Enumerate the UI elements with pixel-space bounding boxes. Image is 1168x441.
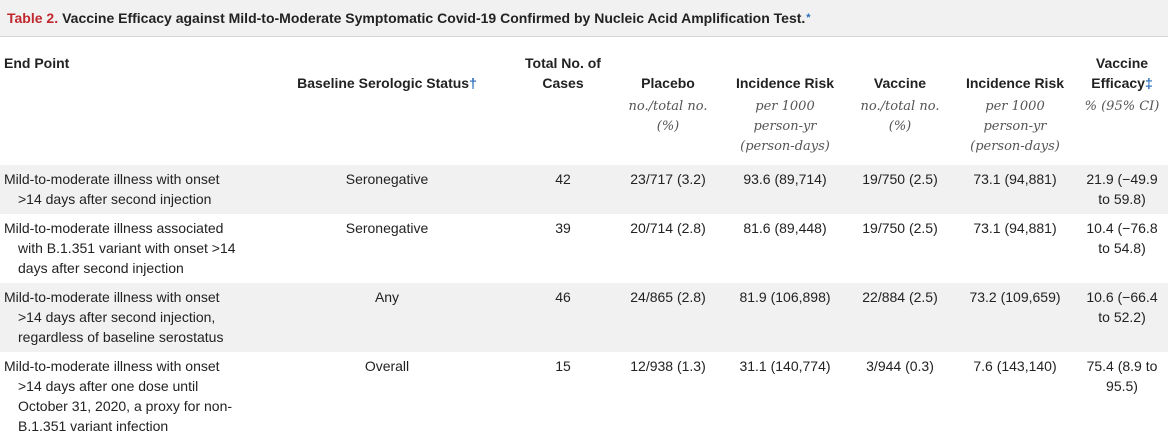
serostatus-cell: Any xyxy=(374,289,400,305)
subheader-incidence-placebo: per 1000 person-yr (person-days) xyxy=(740,99,830,154)
vaccine-cell: 3/944 (0.3) xyxy=(866,358,934,374)
vaccine-cell: 22/884 (2.5) xyxy=(862,289,938,305)
subheader-empty-2 xyxy=(260,97,514,165)
header-total-cases: Total No. of Cases xyxy=(525,55,601,91)
subheader-empty-3 xyxy=(514,97,612,165)
efficacy-table: End Point Baseline Serologic Status† Tot… xyxy=(0,37,1168,441)
incidence-vaccine-cell: 7.6 (143,140) xyxy=(973,358,1057,374)
header-serostatus: Baseline Serologic Status† xyxy=(297,75,477,91)
endpoint-cell: Mild-to-moderate illness with onset >14 d… xyxy=(4,289,224,345)
incidence-vaccine-cell: 73.2 (109,659) xyxy=(969,289,1061,305)
placebo-cell: 24/865 (2.8) xyxy=(630,289,706,305)
subheader-incidence-vaccine: per 1000 person-yr (person-days) xyxy=(970,99,1060,154)
subheader-efficacy: % (95% CI) xyxy=(1084,99,1160,114)
header-incidence-placebo: Incidence Risk xyxy=(735,75,835,91)
table-row: Mild-to-moderate illness with onset >14 d… xyxy=(0,352,1168,441)
subheader-row: no./total no. (%) per 1000 person-yr (perso… xyxy=(0,97,1168,165)
efficacy-cell: 10.4 (−76.8 to 54.8) xyxy=(1086,220,1158,256)
placebo-cell: 20/714 (2.8) xyxy=(630,220,706,236)
header-end-point: End Point xyxy=(4,55,70,71)
efficacy-cell: 10.6 (−66.4 to 52.2) xyxy=(1086,289,1158,325)
endpoint-cell: Mild-to-moderate illness associated with … xyxy=(4,220,236,276)
vaccine-cell: 19/750 (2.5) xyxy=(862,171,938,187)
table-title-text: Vaccine Efficacy against Mild-to-Moderat… xyxy=(62,10,806,26)
header-placebo: Placebo xyxy=(641,75,695,91)
incidence-vaccine-cell: 73.1 (94,881) xyxy=(973,220,1057,236)
table-footnote-mark[interactable]: * xyxy=(806,12,811,24)
total-cases-cell: 15 xyxy=(555,358,571,374)
subheader-vaccine: no./total no. (%) xyxy=(860,99,940,134)
endpoint-cell: Mild-to-moderate illness with onset >14 d… xyxy=(4,358,233,434)
header-incidence-vaccine: Incidence Risk xyxy=(965,75,1065,91)
vaccine-cell: 19/750 (2.5) xyxy=(862,220,938,236)
header-efficacy: Vaccine Efficacy‡ xyxy=(1091,55,1153,91)
endpoint-cell: Mild-to-moderate illness with onset >14 d… xyxy=(4,171,220,207)
efficacy-cell: 75.4 (8.9 to 95.5) xyxy=(1086,358,1158,394)
incidence-placebo-cell: 81.9 (106,898) xyxy=(739,289,831,305)
total-cases-cell: 42 xyxy=(555,171,571,187)
table-title-label: Table 2. xyxy=(7,10,59,26)
incidence-vaccine-cell: 73.1 (94,881) xyxy=(973,171,1057,187)
efficacy-cell: 21.9 (−49.9 to 59.8) xyxy=(1086,171,1158,207)
serostatus-cell: Overall xyxy=(364,358,410,374)
table-row: Mild-to-moderate illness with onset >14 d… xyxy=(0,283,1168,352)
header-row: End Point Baseline Serologic Status† Tot… xyxy=(0,37,1168,97)
table-row: Mild-to-moderate illness with onset >14 d… xyxy=(0,165,1168,214)
serostatus-footnote-mark[interactable]: † xyxy=(469,75,477,91)
header-vaccine: Vaccine xyxy=(873,75,927,91)
table-row: Mild-to-moderate illness associated with … xyxy=(0,214,1168,283)
table-title: Table 2. Vaccine Efficacy against Mild-t… xyxy=(0,0,1168,37)
total-cases-cell: 39 xyxy=(555,220,571,236)
placebo-cell: 12/938 (1.3) xyxy=(630,358,706,374)
incidence-placebo-cell: 31.1 (140,774) xyxy=(739,358,831,374)
placebo-cell: 23/717 (3.2) xyxy=(630,171,706,187)
subheader-empty-1 xyxy=(0,97,260,165)
incidence-placebo-cell: 93.6 (89,714) xyxy=(743,171,827,187)
total-cases-cell: 46 xyxy=(555,289,571,305)
efficacy-footnote-mark[interactable]: ‡ xyxy=(1144,75,1153,91)
subheader-placebo: no./total no. (%) xyxy=(628,99,708,134)
serostatus-cell: Seronegative xyxy=(345,171,429,187)
incidence-placebo-cell: 81.6 (89,448) xyxy=(743,220,827,236)
serostatus-cell: Seronegative xyxy=(345,220,429,236)
